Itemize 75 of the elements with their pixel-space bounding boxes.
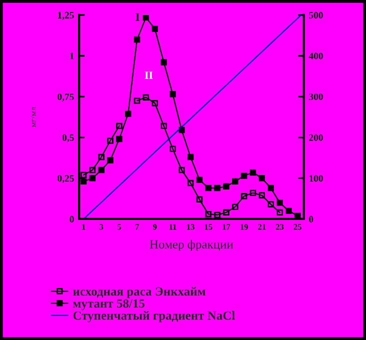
x-tick-label: 11	[169, 224, 176, 230]
y-tick-label: 0	[70, 216, 74, 222]
point	[258, 192, 265, 198]
point	[152, 26, 158, 32]
point	[268, 201, 274, 208]
point	[170, 90, 176, 98]
point	[276, 200, 283, 206]
point	[214, 184, 220, 192]
point	[196, 196, 203, 202]
y-tick-label: 1,25	[58, 12, 74, 20]
y-axis-title: мг/мл	[30, 106, 36, 127]
x-tick-label: 3	[100, 224, 104, 230]
point	[285, 208, 292, 214]
x-tick-label: 17	[222, 224, 230, 230]
point	[134, 98, 140, 104]
point	[250, 169, 256, 176]
x-tick-label: 13	[187, 224, 194, 230]
annotation: I	[136, 13, 140, 21]
y-tick-label: 0,75	[58, 93, 74, 102]
point	[160, 59, 167, 66]
point	[276, 209, 283, 216]
point	[187, 154, 194, 160]
y-tick-label: 0,25	[58, 175, 74, 184]
point	[232, 204, 238, 210]
point	[196, 176, 203, 183]
point	[268, 184, 274, 192]
x-tick-label: 19	[240, 224, 248, 230]
point	[187, 180, 194, 186]
point	[160, 122, 167, 130]
point	[116, 136, 122, 142]
x-tick-label: 5	[117, 224, 121, 230]
legend-label: исходная раса Энкхайм	[73, 286, 206, 298]
point	[124, 110, 132, 117]
y2-tick-label: 100	[309, 175, 323, 182]
y-tick-label: 1	[70, 52, 74, 60]
y-tick-label: 0,5	[62, 134, 74, 142]
y2-tick-label: 400	[308, 52, 323, 60]
point	[170, 146, 176, 152]
point	[107, 138, 114, 144]
point	[205, 184, 212, 192]
point	[258, 175, 265, 182]
legend-label: мутант 58/15	[73, 299, 144, 310]
y2-tick-label: 200	[309, 134, 323, 141]
point	[98, 154, 104, 160]
point	[178, 166, 185, 174]
point	[232, 178, 238, 185]
point	[134, 36, 140, 43]
x-tick-label: 23	[276, 224, 284, 230]
x-tick-label: 7	[135, 224, 139, 230]
annotation: II	[144, 72, 153, 79]
point	[240, 172, 248, 179]
point	[250, 190, 256, 196]
point	[107, 157, 114, 164]
point	[152, 100, 158, 106]
point	[223, 183, 230, 190]
x-tick-label: 15	[204, 224, 212, 230]
point	[116, 122, 122, 130]
y2-tick-label: 300	[309, 93, 323, 100]
x-tick-label: 1	[82, 224, 86, 230]
x-tick-label: 9	[153, 224, 157, 230]
y2-tick-label: 500	[309, 12, 323, 18]
x-axis-title: Номер фракции	[150, 240, 234, 252]
y2-tick-label: 0	[309, 216, 314, 222]
point	[142, 14, 150, 21]
point	[89, 166, 96, 174]
point	[240, 192, 248, 200]
point	[223, 209, 230, 216]
point	[205, 210, 212, 218]
x-tick-label: 21	[258, 224, 266, 230]
x-tick-label: 25	[294, 224, 302, 230]
legend-label: Ступенчатый градиент NaCl	[73, 310, 235, 322]
point	[214, 212, 220, 218]
point	[98, 166, 104, 174]
point	[142, 94, 150, 100]
point	[89, 175, 96, 182]
